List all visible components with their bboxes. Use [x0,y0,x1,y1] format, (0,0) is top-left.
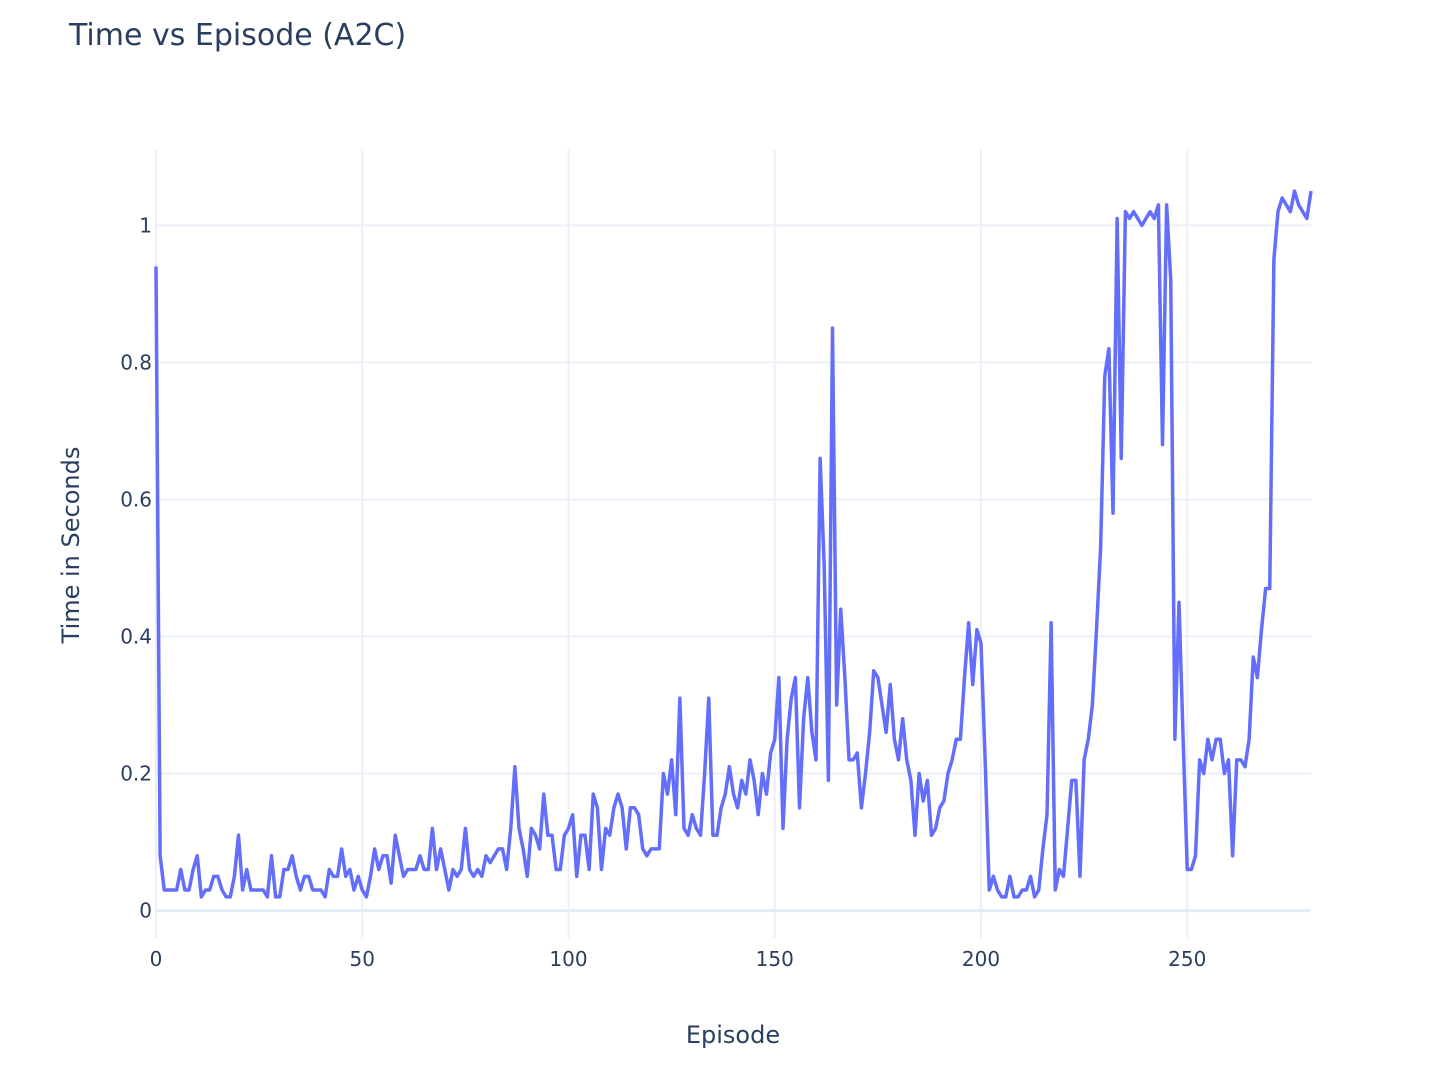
y-tick-label: 0.6 [120,487,152,511]
y-tick-label: 0 [139,899,152,923]
tick-labels: 0 50 100 150 200 250 0 0.2 0.4 0.6 0.8 1 [120,213,1206,971]
series-line [154,189,1313,899]
x-tick-label: 150 [756,947,794,971]
series-layer [154,189,1313,899]
y-tick-label: 0.8 [120,350,152,374]
y-tick-label: 0.2 [120,762,152,786]
grid-lines [155,150,1311,938]
y-axis-title: Time in Seconds [57,447,85,645]
y-tick-label: 1 [139,213,152,237]
x-tick-label: 50 [350,947,375,971]
x-axis-title: Episode [686,1021,780,1049]
x-tick-label: 100 [549,947,587,971]
x-tick-label: 200 [962,947,1000,971]
x-tick-label: 250 [1168,947,1206,971]
x-tick-label: 0 [150,947,163,971]
chart-title: Time vs Episode (A2C) [69,18,407,53]
y-tick-label: 0.4 [120,625,152,649]
